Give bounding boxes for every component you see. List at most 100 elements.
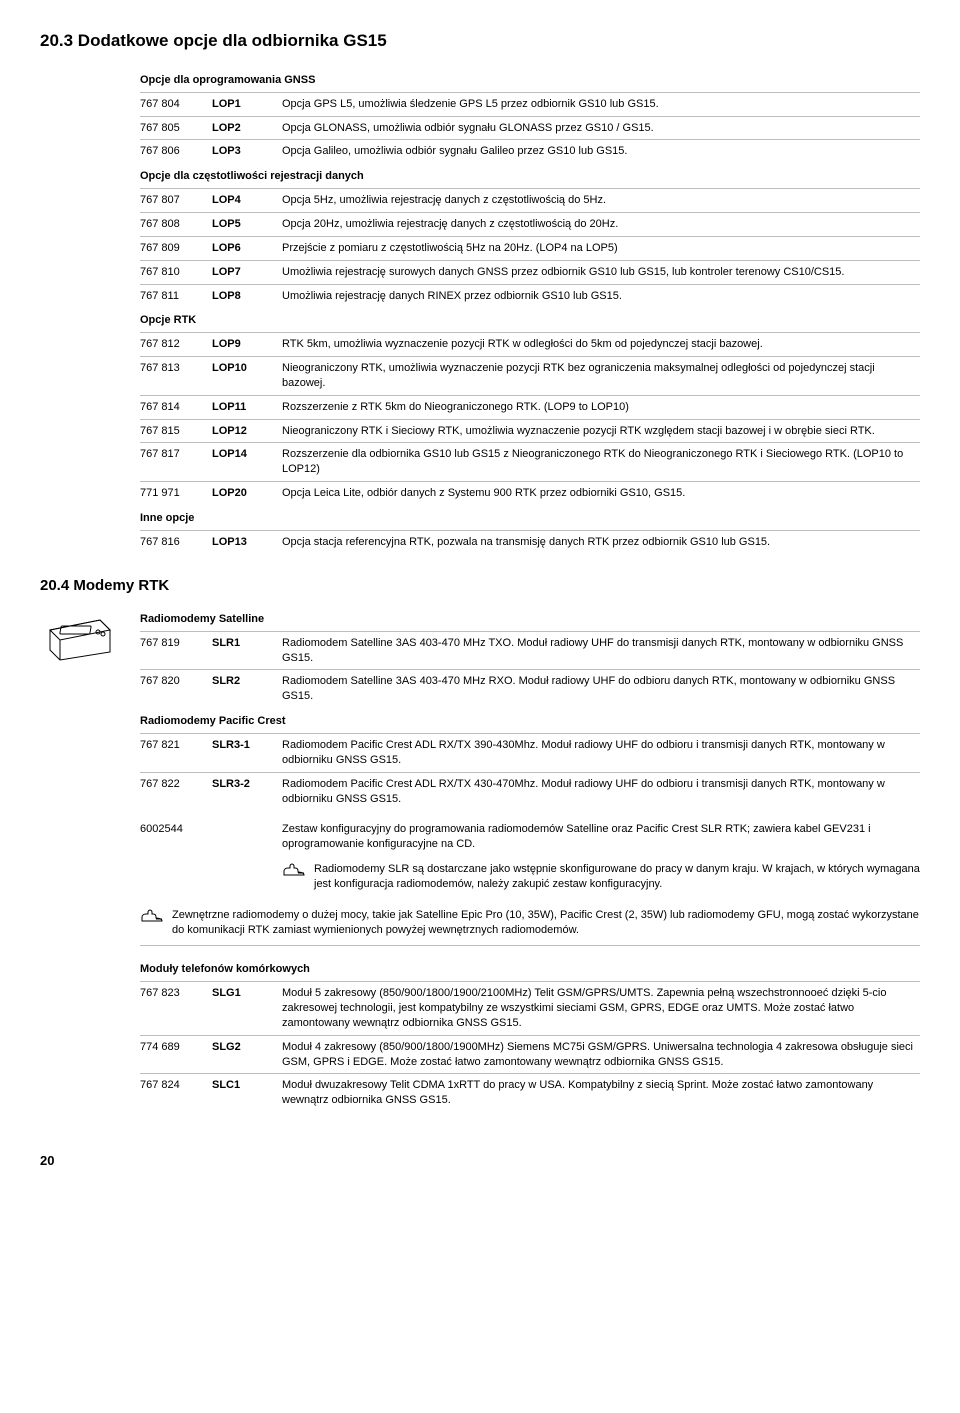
cell-lop: LOP11 (212, 395, 282, 419)
table-row: 767 804LOP1Opcja GPS L5, umożliwia śledz… (140, 93, 920, 116)
cell-lop: LOP9 (212, 333, 282, 356)
table-rtk: 767 812LOP9RTK 5km, umożliwia wyznaczeni… (140, 333, 920, 505)
cell-desc: Radiomodem Pacific Crest ADL RX/TX 430-4… (282, 772, 920, 810)
table-row: 767 809LOP6Przejście z pomiaru z częstot… (140, 236, 920, 260)
cell-slr (212, 818, 282, 899)
table-row: 767 814LOP11Rozszerzenie z RTK 5km do Ni… (140, 395, 920, 419)
cell-lop: LOP4 (212, 189, 282, 212)
table-config-kit: 6002544 Zestaw konfiguracyjny do program… (140, 818, 920, 899)
cell-desc: Opcja Leica Lite, odbiór danych z System… (282, 482, 920, 505)
cell-code: 767 807 (140, 189, 212, 212)
cell-desc: Zestaw konfiguracyjny do programowania r… (282, 818, 920, 899)
group-pacific-crest-header: Radiomodemy Pacific Crest (140, 708, 920, 734)
cell-lop: LOP2 (212, 116, 282, 140)
cell-desc: Nieograniczony RTK, umożliwia wyznaczeni… (282, 357, 920, 396)
table-row: 767 815LOP12Nieograniczony RTK i Sieciow… (140, 419, 920, 443)
cell-code: 6002544 (140, 818, 212, 899)
table-row: 767 819SLR1Radiomodem Satelline 3AS 403-… (140, 632, 920, 670)
cell-slr: SLR2 (212, 670, 282, 708)
cell-desc: Opcja 20Hz, umożliwia rejestrację danych… (282, 213, 920, 237)
radiomodem-icon (40, 610, 120, 664)
cell-lop: LOP7 (212, 260, 282, 284)
table-row: 767 806LOP3Opcja Galileo, umożliwia odbi… (140, 140, 920, 163)
cell-desc: Opcja Galileo, umożliwia odbiór sygnału … (282, 140, 920, 163)
section-20-4-title: 20.4 Modemy RTK (40, 576, 920, 596)
table-row: 767 816LOP13Opcja stacja referencyjna RT… (140, 531, 920, 554)
cell-desc: Opcja 5Hz, umożliwia rejestrację danych … (282, 189, 920, 212)
cell-code: 767 804 (140, 93, 212, 116)
cell-code: 767 823 (140, 982, 212, 1035)
group-gnss-header: Opcje dla oprogramowania GNSS (140, 67, 920, 93)
cell-code: 767 819 (140, 632, 212, 670)
cell-desc: Rozszerzenie z RTK 5km do Nieograniczone… (282, 395, 920, 419)
cell-code: 767 812 (140, 333, 212, 356)
section-20-4-content: Radiomodemy Satelline 767 819SLR1Radiomo… (140, 606, 920, 1112)
cell-desc: Moduł 5 zakresowy (850/900/1800/1900/210… (282, 982, 920, 1035)
group-other-header: Inne opcje (140, 505, 920, 531)
cell-slg: SLG2 (212, 1035, 282, 1074)
cell-code: 767 813 (140, 357, 212, 396)
cell-desc: Rozszerzenie dla odbiornika GS10 lub GS1… (282, 443, 920, 482)
cell-slr: SLR3-1 (212, 734, 282, 772)
table-row: 767 820SLR2Radiomodem Satelline 3AS 403-… (140, 670, 920, 708)
cell-desc: Radiomodem Pacific Crest ADL RX/TX 390-4… (282, 734, 920, 772)
table-row: 767 823SLG1Moduł 5 zakresowy (850/900/18… (140, 982, 920, 1035)
table-phone-modules: 767 823SLG1Moduł 5 zakresowy (850/900/18… (140, 982, 920, 1112)
cell-code: 767 809 (140, 236, 212, 260)
page-number: 20 (40, 1152, 920, 1170)
cell-code: 767 810 (140, 260, 212, 284)
cell-desc: Umożliwia rejestrację danych RINEX przez… (282, 284, 920, 307)
table-row: 767 811LOP8Umożliwia rejestrację danych … (140, 284, 920, 307)
cell-lop: LOP1 (212, 93, 282, 116)
table-row: 767 812LOP9RTK 5km, umożliwia wyznaczeni… (140, 333, 920, 356)
table-row: 767 810LOP7Umożliwia rejestrację surowyc… (140, 260, 920, 284)
table-satelline: 767 819SLR1Radiomodem Satelline 3AS 403-… (140, 632, 920, 708)
group-freq-header: Opcje dla częstotliwości rejestracji dan… (140, 163, 920, 189)
cell-slr: SLR3-2 (212, 772, 282, 810)
table-row: 6002544 Zestaw konfiguracyjny do program… (140, 818, 920, 899)
section-20-3-content: Opcje dla oprogramowania GNSS 767 804LOP… (140, 67, 920, 554)
cell-code: 767 820 (140, 670, 212, 708)
cell-lop: LOP10 (212, 357, 282, 396)
cell-code: 767 814 (140, 395, 212, 419)
table-row: 767 821SLR3-1Radiomodem Pacific Crest AD… (140, 734, 920, 772)
cell-slr: SLR1 (212, 632, 282, 670)
note-external-modems: Zewnętrzne radiomodemy o dużej mocy, tak… (172, 908, 920, 938)
table-row: 771 971LOP20Opcja Leica Lite, odbiór dan… (140, 482, 920, 505)
cell-lop: LOP14 (212, 443, 282, 482)
table-row: 767 805LOP2Opcja GLONASS, umożliwia odbi… (140, 116, 920, 140)
cell-slg: SLG1 (212, 982, 282, 1035)
cell-desc: Opcja GLONASS, umożliwia odbiór sygnału … (282, 116, 920, 140)
group-rtk-header: Opcje RTK (140, 307, 920, 333)
table-pacific-crest: 767 821SLR3-1Radiomodem Pacific Crest AD… (140, 734, 920, 810)
cell-desc: Nieograniczony RTK i Sieciowy RTK, umożl… (282, 419, 920, 443)
cell-desc: Moduł 4 zakresowy (850/900/1800/1900MHz)… (282, 1035, 920, 1074)
cell-code: 771 971 (140, 482, 212, 505)
cell-code: 767 806 (140, 140, 212, 163)
cell-code: 767 811 (140, 284, 212, 307)
cell-code: 767 824 (140, 1074, 212, 1112)
cell-desc: Opcja GPS L5, umożliwia śledzenie GPS L5… (282, 93, 920, 116)
cell-lop: LOP12 (212, 419, 282, 443)
cell-desc: Radiomodem Satelline 3AS 403-470 MHz TXO… (282, 632, 920, 670)
cell-code: 767 808 (140, 213, 212, 237)
section-20-3-title: 20.3 Dodatkowe opcje dla odbiornika GS15 (40, 30, 920, 53)
group-satelline-header: Radiomodemy Satelline (140, 606, 920, 632)
cell-code: 767 822 (140, 772, 212, 810)
cell-desc: Przejście z pomiaru z częstotliwością 5H… (282, 236, 920, 260)
table-gnss: 767 804LOP1Opcja GPS L5, umożliwia śledz… (140, 93, 920, 164)
cell-desc: Radiomodem Satelline 3AS 403-470 MHz RXO… (282, 670, 920, 708)
cell-code: 767 805 (140, 116, 212, 140)
cell-lop: LOP5 (212, 213, 282, 237)
cell-lop: LOP3 (212, 140, 282, 163)
cell-lop: LOP8 (212, 284, 282, 307)
hand-pointing-icon (282, 862, 306, 880)
table-freq: 767 807LOP4Opcja 5Hz, umożliwia rejestra… (140, 189, 920, 307)
table-row: 767 817LOP14Rozszerzenie dla odbiornika … (140, 443, 920, 482)
note-slr-config: Radiomodemy SLR są dostarczane jako wstę… (314, 862, 920, 892)
cell-slg: SLC1 (212, 1074, 282, 1112)
group-phone-header: Moduły telefonów komórkowych (140, 956, 920, 982)
hand-pointing-icon (140, 908, 164, 926)
table-row: 767 822SLR3-2Radiomodem Pacific Crest AD… (140, 772, 920, 810)
cell-desc: Umożliwia rejestrację surowych danych GN… (282, 260, 920, 284)
